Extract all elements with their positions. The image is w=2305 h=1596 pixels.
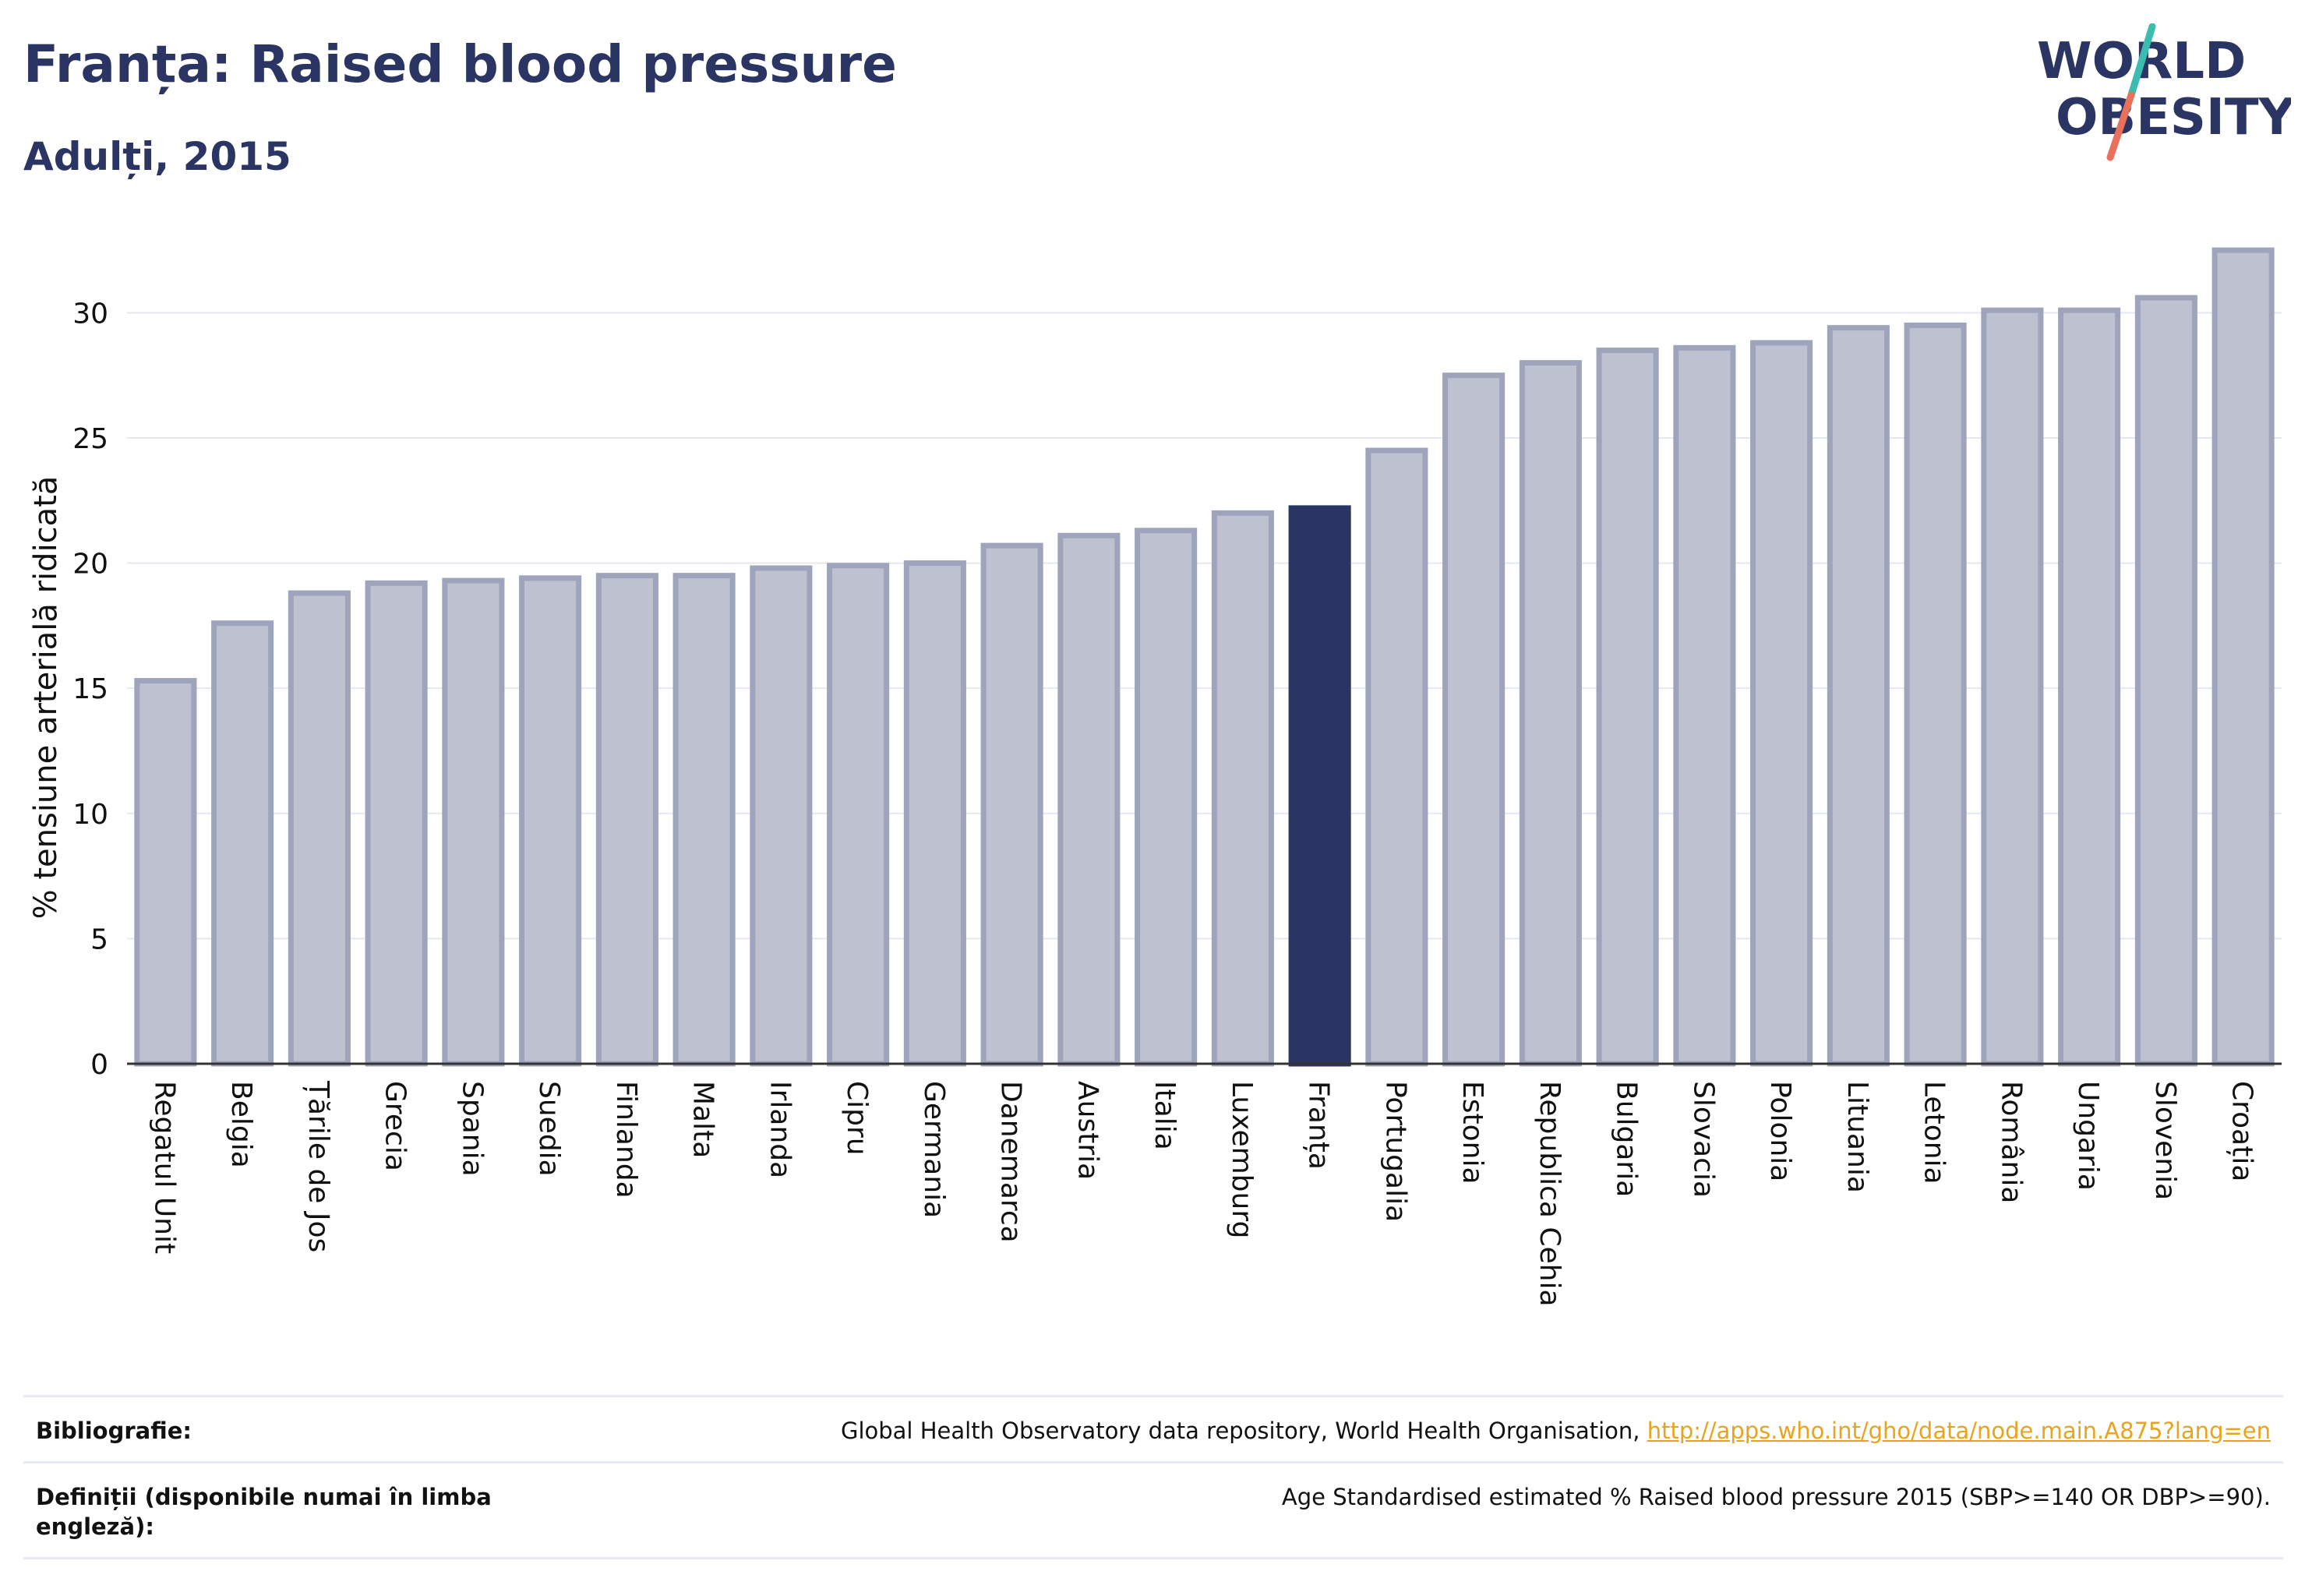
x-tick-label: Franța: [1303, 1081, 1335, 1170]
bar[interactable]: [1750, 340, 1813, 1067]
bar[interactable]: [1135, 528, 1198, 1067]
x-tick-label: Austria: [1071, 1081, 1103, 1180]
bar[interactable]: [288, 590, 351, 1067]
y-tick-label: 30: [72, 298, 108, 330]
x-tick-label: Slovacia: [1687, 1081, 1719, 1198]
x-tick-label: Portugalia: [1379, 1081, 1411, 1222]
bars: [134, 247, 2275, 1067]
bar[interactable]: [442, 577, 505, 1067]
y-tick-labels: 0 5 10 15 20 25 30: [72, 298, 108, 1081]
bar[interactable]: [1904, 322, 1967, 1067]
bibliography-text: Global Health Observatory data repositor…: [840, 1418, 1647, 1444]
bar[interactable]: [2211, 247, 2275, 1067]
logo-slash-coral: [2106, 91, 2135, 161]
x-tick-label: Malta: [687, 1081, 719, 1158]
chart-subtitle: Adulți, 2015: [23, 134, 291, 179]
x-tick-label: Polonia: [1764, 1081, 1796, 1181]
x-tick-label: Germania: [918, 1081, 950, 1218]
bar[interactable]: [1827, 325, 1890, 1067]
bar[interactable]: [980, 542, 1043, 1067]
y-axis-label: % tensiune arterială ridicată: [28, 476, 64, 920]
x-tick-label: Belgia: [225, 1081, 257, 1168]
footer-table: Bibliografie: Global Health Observatory …: [23, 1395, 2283, 1559]
x-tick-label: Estonia: [1456, 1081, 1488, 1185]
bar[interactable]: [827, 563, 890, 1067]
x-tick-label: Suedia: [533, 1081, 565, 1177]
bibliography-link[interactable]: http://apps.who.int/gho/data/node.main.A…: [1647, 1418, 2271, 1444]
x-tick-label: Țările de Jos: [302, 1080, 334, 1252]
chart-title: Franța: Raised blood pressure: [23, 34, 897, 94]
bar[interactable]: [1365, 447, 1428, 1067]
y-tick-label: 5: [90, 923, 108, 955]
bar[interactable]: [365, 580, 428, 1067]
bar[interactable]: [1981, 307, 2044, 1067]
world-obesity-logo[interactable]: WORLD OBESITY: [2034, 23, 2291, 164]
x-tick-label: Letonia: [1918, 1081, 1950, 1185]
x-tick-label: Irlanda: [764, 1081, 796, 1178]
bar[interactable]: [1519, 360, 1582, 1067]
bar[interactable]: [750, 565, 813, 1067]
logo-word-obesity: OBESITY: [2056, 89, 2291, 147]
x-tick-label: Slovenia: [2149, 1081, 2181, 1200]
x-tick-label: Republica Cehia: [1534, 1081, 1565, 1307]
x-tick-label: Ungaria: [2072, 1081, 2104, 1191]
x-tick-label: Bulgaria: [1611, 1081, 1643, 1197]
x-tick-label: Grecia: [379, 1081, 411, 1171]
bar[interactable]: [1057, 532, 1121, 1067]
x-tick-label: Luxemburg: [1226, 1081, 1258, 1238]
y-tick-label: 0: [90, 1049, 108, 1081]
bibliography-label: Bibliografie:: [36, 1418, 192, 1444]
bar[interactable]: [2134, 295, 2197, 1067]
bibliography-row: Bibliografie: Global Health Observatory …: [23, 1395, 2283, 1461]
bar[interactable]: [134, 678, 197, 1067]
definition-label: Definiții (disponibile numai în limba en…: [36, 1484, 492, 1540]
y-tick-label: 15: [72, 673, 108, 705]
bar[interactable]: [211, 620, 274, 1067]
x-tick-label: Italia: [1149, 1081, 1181, 1150]
x-tick-label: România: [1995, 1081, 2027, 1203]
x-tick-labels: Regatul Unit Belgia Țările de Jos Grecia Spa…: [148, 1080, 2257, 1307]
bar[interactable]: [2058, 307, 2121, 1067]
bar[interactable]: [903, 560, 966, 1067]
bar[interactable]: [595, 573, 658, 1067]
y-tick-label: 25: [72, 423, 108, 455]
x-tick-label: Lituania: [1841, 1081, 1873, 1193]
definition-value: Age Standardised estimated % Raised bloo…: [1281, 1484, 2271, 1510]
x-tick-label: Croația: [2226, 1081, 2258, 1181]
y-tick-label: 20: [72, 549, 108, 581]
bar[interactable]: [1596, 348, 1659, 1067]
logo-slash-teal: [2127, 23, 2156, 99]
bar[interactable]: [1211, 510, 1274, 1067]
x-tick-label: Spania: [456, 1081, 488, 1177]
bar[interactable]: [1673, 344, 1736, 1067]
bibliography-value: Global Health Observatory data repositor…: [841, 1416, 2271, 1446]
x-tick-label: Regatul Unit: [148, 1081, 180, 1254]
bar[interactable]: [1288, 505, 1351, 1067]
bar-chart: 0 5 10 15 20 25 30 Regatul Unit Belgia Țările de…: [28, 247, 2282, 1307]
x-tick-label: Danemarca: [995, 1081, 1027, 1243]
y-tick-label: 10: [72, 799, 108, 831]
bar[interactable]: [1442, 373, 1505, 1067]
bar[interactable]: [519, 575, 582, 1067]
x-tick-label: Finlanda: [610, 1081, 642, 1199]
definition-row: Definiții (disponibile numai în limba en…: [23, 1461, 2283, 1559]
bar[interactable]: [672, 573, 736, 1067]
x-tick-label: Cipru: [841, 1081, 873, 1156]
